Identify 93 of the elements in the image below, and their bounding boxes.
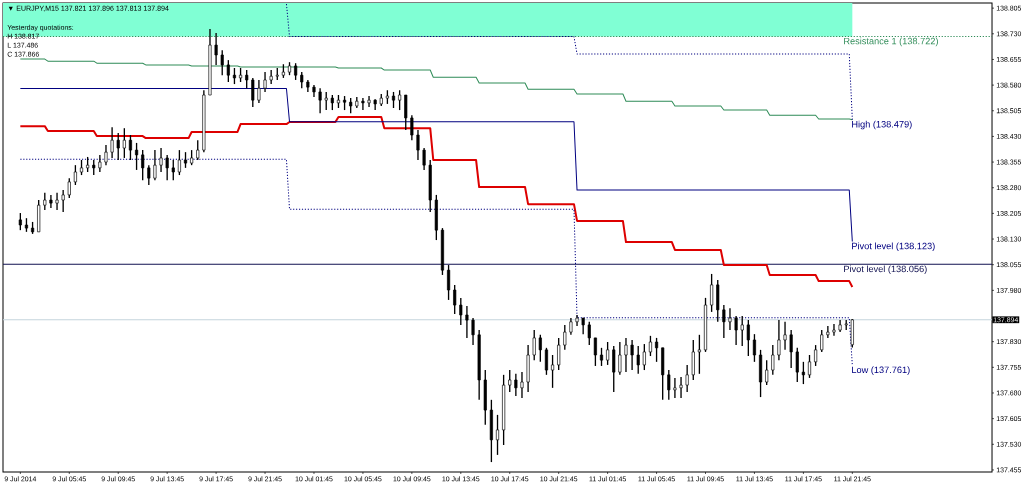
candlestick — [538, 334, 542, 363]
candlestick — [122, 127, 126, 159]
candlestick — [789, 329, 793, 369]
candlestick — [563, 324, 567, 351]
candlestick — [471, 317, 475, 346]
line-series — [19, 88, 853, 242]
candlestick — [404, 94, 408, 131]
candlestick — [648, 335, 653, 357]
candlestick — [612, 345, 616, 393]
candlestick — [520, 371, 524, 399]
candlestick — [147, 164, 151, 186]
candlestick — [159, 147, 163, 173]
candlestick — [251, 77, 255, 108]
candlestick — [544, 347, 549, 376]
candlestick — [765, 359, 769, 386]
candlestick — [820, 329, 824, 353]
candlestick — [128, 134, 133, 161]
candlestick — [257, 79, 261, 104]
candlestick — [67, 177, 71, 199]
candlestick — [263, 71, 267, 93]
candlestick — [710, 273, 714, 313]
candlestick — [557, 337, 561, 371]
candlestick — [177, 149, 181, 176]
series-label: Low (137.761) — [852, 366, 910, 375]
series-label: High (138.479) — [852, 120, 912, 130]
candlestick — [783, 321, 787, 351]
candlestick — [220, 49, 224, 76]
candlestick — [453, 284, 457, 315]
candlestick — [636, 345, 640, 375]
candlestick — [171, 159, 175, 181]
candlestick — [416, 129, 420, 161]
candlestick — [673, 377, 677, 399]
series-label: Pivot level (138.123) — [852, 242, 935, 252]
candlestick — [722, 304, 726, 339]
ref-line-label: Resistance 1 (138.722) — [844, 37, 938, 47]
candlestick — [777, 319, 781, 361]
candlestick — [801, 361, 805, 385]
candlestick — [269, 69, 273, 85]
candlestick — [116, 132, 120, 161]
candlestick — [422, 147, 426, 171]
candlestick — [318, 87, 322, 114]
candlestick — [141, 149, 145, 181]
candlestick — [642, 343, 646, 371]
candlestick — [746, 319, 750, 357]
candlestick — [135, 142, 139, 171]
candlestick — [685, 364, 689, 393]
candlestick — [49, 194, 53, 209]
candlestick — [361, 97, 365, 111]
candlestick — [245, 69, 249, 89]
candlestick — [398, 89, 402, 111]
candlestick — [104, 144, 108, 166]
candlestick — [551, 354, 555, 389]
candlestick — [196, 139, 200, 161]
candlestick — [73, 164, 77, 186]
candlestick — [459, 297, 463, 326]
candlestick — [655, 337, 659, 363]
candlestick — [165, 154, 169, 181]
candlestick — [324, 91, 328, 111]
candlestick — [734, 315, 738, 346]
candlestick — [814, 344, 818, 367]
candlestick — [110, 126, 114, 159]
candlestick — [807, 354, 812, 379]
candlestick — [587, 321, 591, 346]
candlestick — [514, 373, 518, 397]
candlestick — [532, 329, 536, 361]
candlestick — [691, 339, 695, 381]
ref-line-label: Pivot level (138.056) — [844, 265, 927, 274]
candlestick — [593, 337, 597, 367]
candlestick — [447, 264, 451, 301]
candlestick — [410, 114, 414, 141]
candlestick — [832, 323, 836, 337]
candlestick — [667, 369, 671, 401]
candlestick — [697, 334, 701, 375]
candlestick — [630, 339, 634, 371]
candlestick — [55, 192, 59, 211]
candlestick — [153, 149, 157, 181]
candlestick — [61, 189, 65, 213]
candlestick — [606, 341, 610, 366]
candlestick — [740, 315, 744, 347]
candlestick — [826, 325, 830, 339]
candlestick — [795, 347, 799, 383]
candlestick — [752, 333, 757, 363]
candlestick — [624, 337, 628, 373]
candlestick — [214, 32, 218, 66]
candlestick — [771, 344, 775, 376]
candlestick — [465, 305, 469, 339]
candlestick — [728, 307, 732, 331]
candlestick — [679, 376, 683, 399]
candlestick — [599, 347, 604, 367]
candlestick — [508, 369, 512, 393]
candlestick — [226, 59, 230, 83]
candlestick — [495, 414, 500, 456]
candlestick — [618, 341, 622, 376]
